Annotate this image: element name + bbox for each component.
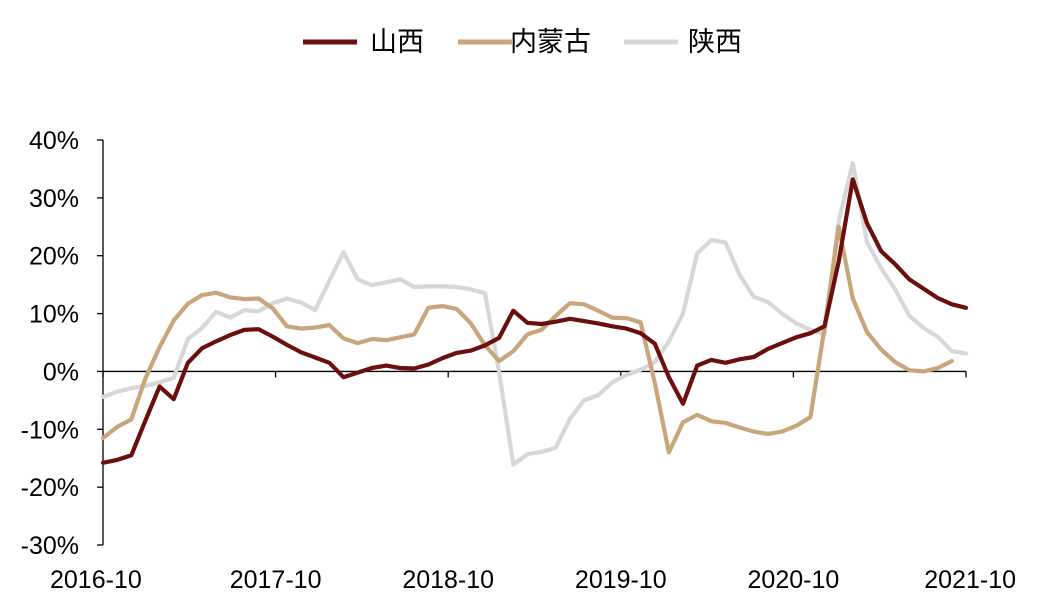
legend-label-1: 内蒙古 (510, 27, 591, 58)
y-tick-label: 40% (29, 127, 79, 155)
plot-series (100, 161, 969, 467)
x-tick-label: 2017-10 (230, 566, 322, 594)
x-tick-label: 2021-10 (924, 566, 1016, 594)
legend-label-2: 陕西 (688, 27, 742, 58)
x-axis: 2016-10 2017-10 2018-10 2019-10 2020-10 2021-… (50, 370, 1016, 594)
y-tick-label: 30% (29, 185, 79, 213)
y-axis: -30% -20% -10% 0% 10% 20% 30% 40% (21, 127, 104, 560)
x-tick-label: 2016-10 (50, 566, 142, 594)
y-tick-label: 20% (29, 243, 79, 271)
series-line-1 (100, 224, 954, 455)
x-tick-label: 2018-10 (402, 566, 494, 594)
y-tick-label: -10% (21, 416, 79, 444)
y-tick-label: 0% (43, 358, 79, 386)
y-tick-label: -20% (21, 474, 79, 502)
y-tick-label: -30% (21, 532, 79, 560)
legend: 山西 内蒙古 陕西 (303, 27, 742, 58)
x-tick-label: 2019-10 (575, 566, 667, 594)
legend-label-0: 山西 (370, 27, 424, 58)
series-line-2 (100, 161, 969, 467)
y-tick-label: 10% (29, 301, 79, 329)
series-line-0 (100, 177, 969, 465)
x-tick-label: 2020-10 (748, 566, 840, 594)
